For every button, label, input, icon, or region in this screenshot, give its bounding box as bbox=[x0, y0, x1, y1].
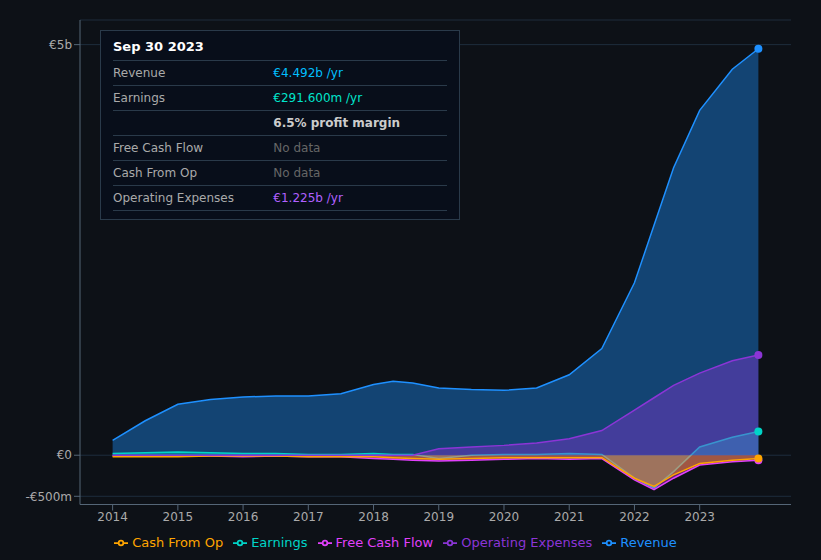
html-text:Free Cash Flow: Free Cash Flow bbox=[113, 141, 204, 155]
svg-text:2015: 2015 bbox=[163, 510, 194, 524]
svg-text:2020: 2020 bbox=[489, 510, 520, 524]
html-text:Revenue: Revenue bbox=[113, 66, 166, 80]
html-text:€4.492b /yr: €4.492b /yr bbox=[273, 66, 343, 80]
html-text:Free Cash Flow: Free Cash Flow bbox=[335, 534, 434, 550]
html-text:Cash From Op: Cash From Op bbox=[113, 166, 197, 180]
svg-text:€5b: €5b bbox=[49, 38, 72, 52]
html-text:Revenue: Revenue bbox=[620, 534, 677, 550]
svg-text:2022: 2022 bbox=[619, 510, 650, 524]
svg-text:2018: 2018 bbox=[358, 510, 389, 524]
svg-text:2021: 2021 bbox=[554, 510, 585, 524]
svg-text:-€500m: -€500m bbox=[25, 490, 72, 504]
html-text:Earnings: Earnings bbox=[113, 91, 166, 105]
svg-text:2023: 2023 bbox=[684, 510, 715, 524]
html-text:Cash From Op: Cash From Op bbox=[132, 534, 224, 550]
html-text:Earnings: Earnings bbox=[251, 534, 308, 550]
html-text:No data: No data bbox=[273, 166, 321, 180]
html-text:No data: No data bbox=[273, 141, 321, 155]
html-text:Operating Expenses: Operating Expenses bbox=[461, 534, 593, 550]
svg-text:2017: 2017 bbox=[293, 510, 324, 524]
html-text:€291.600m /yr: €291.600m /yr bbox=[273, 91, 363, 105]
html-text:€1.225b /yr: €1.225b /yr bbox=[273, 191, 343, 205]
svg-text:2019: 2019 bbox=[423, 510, 454, 524]
html-text:Sep 30 2023: Sep 30 2023 bbox=[113, 39, 204, 54]
svg-text:€0: €0 bbox=[57, 448, 72, 462]
html-text:Operating Expenses: Operating Expenses bbox=[113, 191, 234, 205]
svg-text:2016: 2016 bbox=[228, 510, 259, 524]
html-text:6.5% profit margin: 6.5% profit margin bbox=[273, 116, 401, 130]
svg-text:2014: 2014 bbox=[97, 510, 128, 524]
